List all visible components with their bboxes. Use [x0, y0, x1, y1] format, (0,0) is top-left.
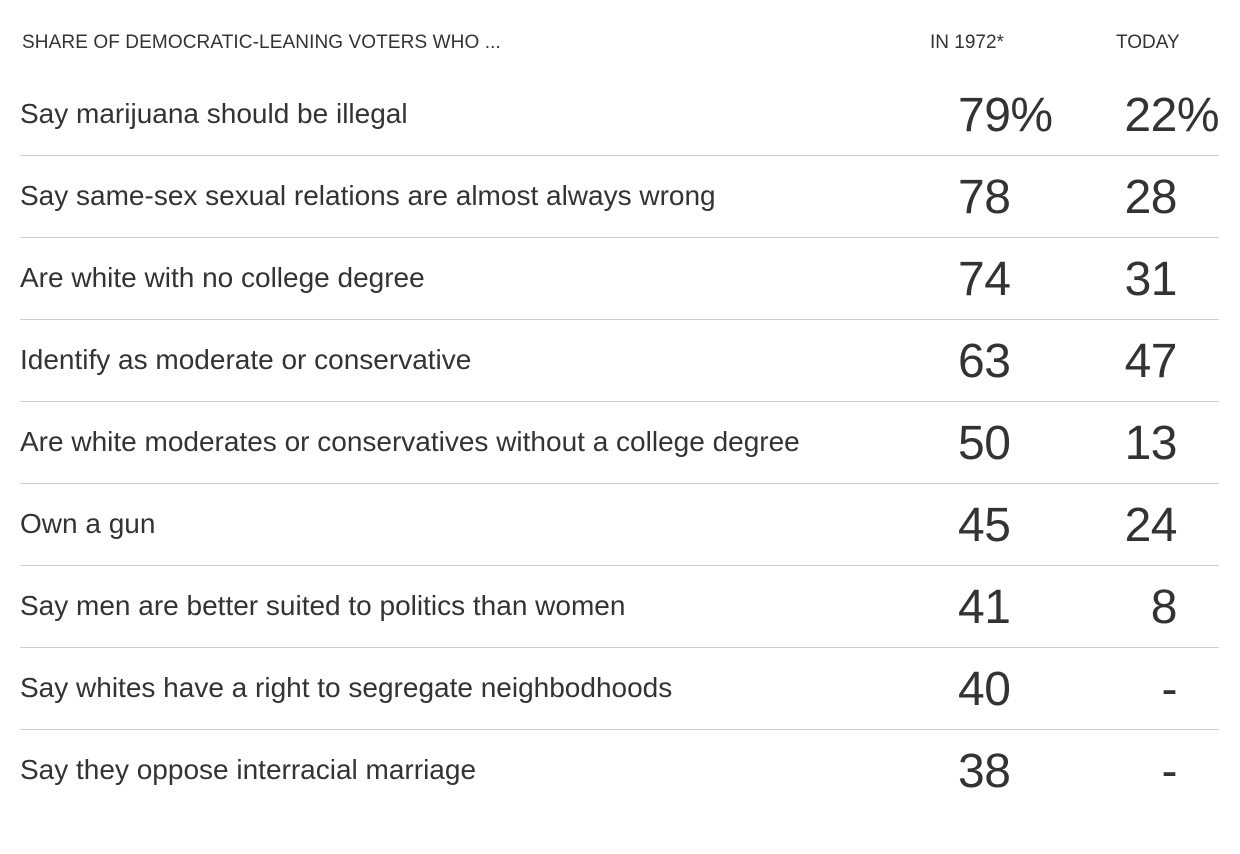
value-1972: 50 [958, 417, 1011, 470]
value-today: - [1161, 663, 1178, 716]
row-label: Are white with no college degree [20, 262, 425, 293]
value-today: 13 [1124, 417, 1178, 470]
table-row: Are white with no college degree 74 31 [20, 238, 1219, 320]
column-header-today: TODAY [1116, 32, 1180, 53]
value-1972: 79% [958, 89, 1053, 142]
row-label: Identify as moderate or conservative [20, 344, 472, 375]
value-1972: 41 [958, 581, 1011, 634]
row-label: Own a gun [20, 508, 156, 539]
table-header: SHARE OF DEMOCRATIC-LEANING VOTERS WHO .… [20, 0, 1219, 74]
table-row: Say whites have a right to segregate nei… [20, 648, 1219, 730]
value-today: 8 [1150, 581, 1178, 634]
value-1972: 78 [958, 171, 1011, 224]
row-label: Say men are better suited to politics th… [20, 590, 626, 621]
row-label: Are white moderates or conservatives wit… [20, 426, 800, 457]
table-row: Say they oppose interracial marriage 38 … [20, 730, 1219, 811]
value-1972: 74 [958, 253, 1011, 306]
value-1972: 38 [958, 745, 1011, 798]
header-label: SHARE OF DEMOCRATIC-LEANING VOTERS WHO .… [22, 32, 501, 53]
value-1972: 45 [958, 499, 1011, 552]
row-label: Say they oppose interracial marriage [20, 754, 477, 785]
value-today: 28 [1124, 171, 1178, 224]
value-1972: 63 [958, 335, 1011, 388]
table-row: Say men are better suited to politics th… [20, 566, 1219, 648]
value-today: - [1161, 745, 1178, 798]
table-row: Say marijuana should be illegal 79% 22% [20, 74, 1219, 156]
column-header-1972: IN 1972* [930, 32, 1004, 53]
value-today: 24 [1124, 499, 1178, 552]
table-row: Identify as moderate or conservative 63 … [20, 320, 1219, 402]
row-label: Say same-sex sexual relations are almost… [20, 180, 716, 211]
row-label: Say whites have a right to segregate nei… [20, 672, 673, 703]
table-row: Say same-sex sexual relations are almost… [20, 156, 1219, 238]
value-today: 22% [1124, 89, 1219, 142]
table-row: Own a gun 45 24 [20, 484, 1219, 566]
row-label: Say marijuana should be illegal [20, 98, 408, 129]
table-row: Are white moderates or conservatives wit… [20, 402, 1219, 484]
data-table: SHARE OF DEMOCRATIC-LEANING VOTERS WHO .… [20, 0, 1219, 811]
value-today: 47 [1124, 335, 1178, 388]
value-today: 31 [1124, 253, 1178, 306]
value-1972: 40 [958, 663, 1011, 716]
